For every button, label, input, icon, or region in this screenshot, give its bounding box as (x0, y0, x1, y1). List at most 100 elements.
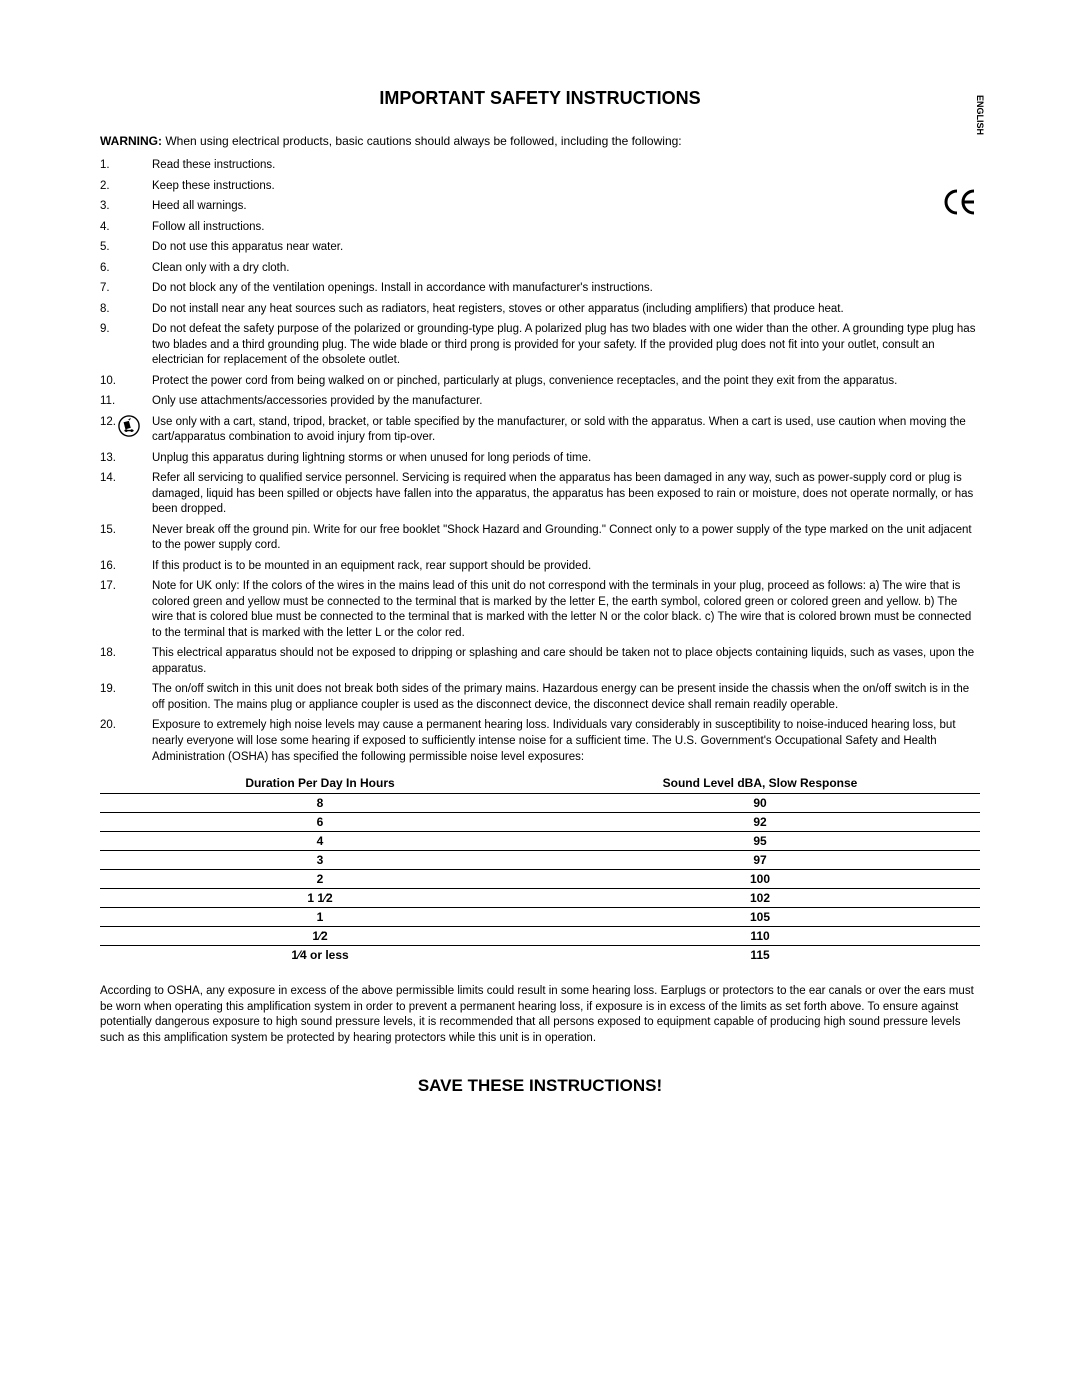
instruction-number: 19. (100, 682, 152, 713)
instruction-item: 1.Read these instructions. (100, 158, 980, 174)
instruction-item: 2.Keep these instructions. (100, 179, 980, 195)
table-cell: 102 (540, 889, 980, 908)
instruction-number: 7. (100, 281, 152, 297)
table-header-duration: Duration Per Day In Hours (100, 773, 540, 794)
table-cell: 3 (100, 851, 540, 870)
language-label: ENGLISH (975, 95, 985, 135)
instruction-text: Do not block any of the ventilation open… (152, 281, 980, 297)
table-cell: 1 (100, 908, 540, 927)
instruction-text: The on/off switch in this unit does not … (152, 682, 980, 713)
instruction-text: Use only with a cart, stand, tripod, bra… (152, 415, 980, 446)
instruction-item: 5.Do not use this apparatus near water. (100, 240, 980, 256)
instruction-text: Protect the power cord from being walked… (152, 374, 980, 390)
instruction-item: 17.Note for UK only: If the colors of th… (100, 579, 980, 641)
table-cell: 90 (540, 794, 980, 813)
instruction-text: Never break off the ground pin. Write fo… (152, 523, 980, 554)
exposure-table-wrap: Duration Per Day In Hours Sound Level dB… (100, 773, 980, 964)
instruction-number: 16. (100, 559, 152, 575)
table-cell: 2 (100, 870, 540, 889)
save-instructions-heading: SAVE THESE INSTRUCTIONS! (100, 1076, 980, 1096)
warning-label: WARNING: (100, 134, 162, 148)
instruction-item: 9.Do not defeat the safety purpose of th… (100, 322, 980, 369)
instruction-text: Exposure to extremely high noise levels … (152, 718, 980, 765)
instruction-item: 12.Use only with a cart, stand, tripod, … (100, 415, 980, 446)
instruction-number: 8. (100, 302, 152, 318)
table-header-level: Sound Level dBA, Slow Response (540, 773, 980, 794)
instruction-number: 9. (100, 322, 152, 369)
instruction-item: 4.Follow all instructions. (100, 220, 980, 236)
instruction-text: Keep these instructions. (152, 179, 980, 195)
table-row: 397 (100, 851, 980, 870)
instruction-item: 20.Exposure to extremely high noise leve… (100, 718, 980, 765)
instruction-text: Only use attachments/accessories provide… (152, 394, 980, 410)
table-cell: 92 (540, 813, 980, 832)
instruction-item: 8.Do not install near any heat sources s… (100, 302, 980, 318)
table-cell: 97 (540, 851, 980, 870)
table-cell: 95 (540, 832, 980, 851)
table-cell: 100 (540, 870, 980, 889)
instruction-number: 18. (100, 646, 152, 677)
instruction-item: 14.Refer all servicing to qualified serv… (100, 471, 980, 518)
instruction-text: Do not install near any heat sources suc… (152, 302, 980, 318)
exposure-table: Duration Per Day In Hours Sound Level dB… (100, 773, 980, 964)
instruction-number: 20. (100, 718, 152, 765)
osha-paragraph: According to OSHA, any exposure in exces… (100, 984, 980, 1046)
table-cell: 1⁄4 or less (100, 946, 540, 965)
table-row: 2100 (100, 870, 980, 889)
instruction-text: Do not use this apparatus near water. (152, 240, 980, 256)
table-row: 692 (100, 813, 980, 832)
instruction-text: This electrical apparatus should not be … (152, 646, 980, 677)
table-row: 890 (100, 794, 980, 813)
table-row: 1 1⁄2102 (100, 889, 980, 908)
instruction-item: 13.Unplug this apparatus during lightnin… (100, 451, 980, 467)
table-cell: 1 1⁄2 (100, 889, 540, 908)
instruction-item: 11.Only use attachments/accessories prov… (100, 394, 980, 410)
page: ENGLISH IMPORTANT SAFETY INSTRUCTIONS WA… (0, 0, 1080, 1397)
table-cell: 4 (100, 832, 540, 851)
instruction-number: 4. (100, 220, 152, 236)
instruction-text: Clean only with a dry cloth. (152, 261, 980, 277)
warning-line: WARNING: When using electrical products,… (100, 134, 980, 148)
instruction-item: 3.Heed all warnings. (100, 199, 980, 215)
instruction-number: 5. (100, 240, 152, 256)
instruction-number: 13. (100, 451, 152, 467)
cart-tipover-icon (118, 415, 140, 437)
instruction-text: Unplug this apparatus during lightning s… (152, 451, 980, 467)
instruction-number: 14. (100, 471, 152, 518)
instruction-item: 15.Never break off the ground pin. Write… (100, 523, 980, 554)
instructions-list: 1.Read these instructions.2.Keep these i… (100, 158, 980, 765)
instruction-number: 11. (100, 394, 152, 410)
instruction-text: Do not defeat the safety purpose of the … (152, 322, 980, 369)
instruction-item: 10.Protect the power cord from being wal… (100, 374, 980, 390)
instruction-text: Read these instructions. (152, 158, 980, 174)
table-cell: 105 (540, 908, 980, 927)
instruction-item: 7.Do not block any of the ventilation op… (100, 281, 980, 297)
table-cell: 115 (540, 946, 980, 965)
instruction-text: Follow all instructions. (152, 220, 980, 236)
instruction-number: 17. (100, 579, 152, 641)
instruction-number: 10. (100, 374, 152, 390)
table-cell: 6 (100, 813, 540, 832)
instruction-text: Heed all warnings. (152, 199, 980, 215)
instruction-text: Refer all servicing to qualified service… (152, 471, 980, 518)
instruction-item: 18.This electrical apparatus should not … (100, 646, 980, 677)
instruction-item: 6.Clean only with a dry cloth. (100, 261, 980, 277)
page-title: IMPORTANT SAFETY INSTRUCTIONS (100, 88, 980, 109)
instruction-item: 16.If this product is to be mounted in a… (100, 559, 980, 575)
instruction-text: If this product is to be mounted in an e… (152, 559, 980, 575)
instruction-number: 15. (100, 523, 152, 554)
instruction-text: Note for UK only: If the colors of the w… (152, 579, 980, 641)
instruction-number: 2. (100, 179, 152, 195)
table-row: 1⁄4 or less115 (100, 946, 980, 965)
table-row: 1⁄2110 (100, 927, 980, 946)
instruction-number: 3. (100, 199, 152, 215)
table-cell: 8 (100, 794, 540, 813)
warning-text: When using electrical products, basic ca… (162, 134, 682, 148)
table-cell: 1⁄2 (100, 927, 540, 946)
table-row: 495 (100, 832, 980, 851)
instruction-item: 19.The on/off switch in this unit does n… (100, 682, 980, 713)
table-cell: 110 (540, 927, 980, 946)
table-row: 1105 (100, 908, 980, 927)
instruction-number: 6. (100, 261, 152, 277)
instruction-number: 1. (100, 158, 152, 174)
